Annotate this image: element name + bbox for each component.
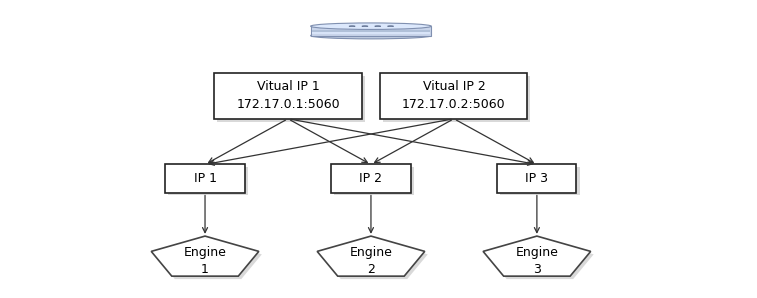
FancyBboxPatch shape [383, 76, 531, 122]
Ellipse shape [310, 32, 431, 39]
Text: IP 3: IP 3 [525, 172, 548, 185]
Text: Engine
2: Engine 2 [350, 246, 392, 276]
Text: IP 2: IP 2 [360, 172, 382, 185]
Text: IP 1: IP 1 [194, 172, 217, 185]
Polygon shape [483, 236, 590, 276]
FancyBboxPatch shape [166, 164, 245, 193]
Polygon shape [486, 239, 593, 279]
FancyBboxPatch shape [380, 73, 528, 119]
FancyBboxPatch shape [332, 164, 410, 193]
Ellipse shape [362, 26, 368, 27]
FancyBboxPatch shape [335, 167, 413, 195]
FancyBboxPatch shape [214, 73, 362, 119]
Text: Vitual IP 2
172.17.0.2:5060: Vitual IP 2 172.17.0.2:5060 [402, 80, 506, 111]
FancyBboxPatch shape [312, 30, 430, 32]
FancyBboxPatch shape [312, 28, 430, 30]
Ellipse shape [375, 26, 381, 27]
FancyBboxPatch shape [169, 167, 248, 195]
FancyBboxPatch shape [500, 167, 580, 195]
Text: Vitual IP 1
172.17.0.1:5060: Vitual IP 1 172.17.0.1:5060 [236, 80, 340, 111]
Ellipse shape [310, 23, 431, 30]
FancyBboxPatch shape [310, 26, 431, 36]
Text: Engine
3: Engine 3 [516, 246, 559, 276]
Ellipse shape [388, 26, 394, 27]
Polygon shape [154, 239, 262, 279]
Polygon shape [151, 236, 259, 276]
Polygon shape [317, 236, 425, 276]
FancyBboxPatch shape [217, 76, 365, 122]
Ellipse shape [349, 26, 355, 27]
FancyBboxPatch shape [497, 164, 577, 193]
Text: Engine
1: Engine 1 [184, 246, 226, 276]
FancyBboxPatch shape [312, 32, 430, 34]
Polygon shape [320, 239, 428, 279]
